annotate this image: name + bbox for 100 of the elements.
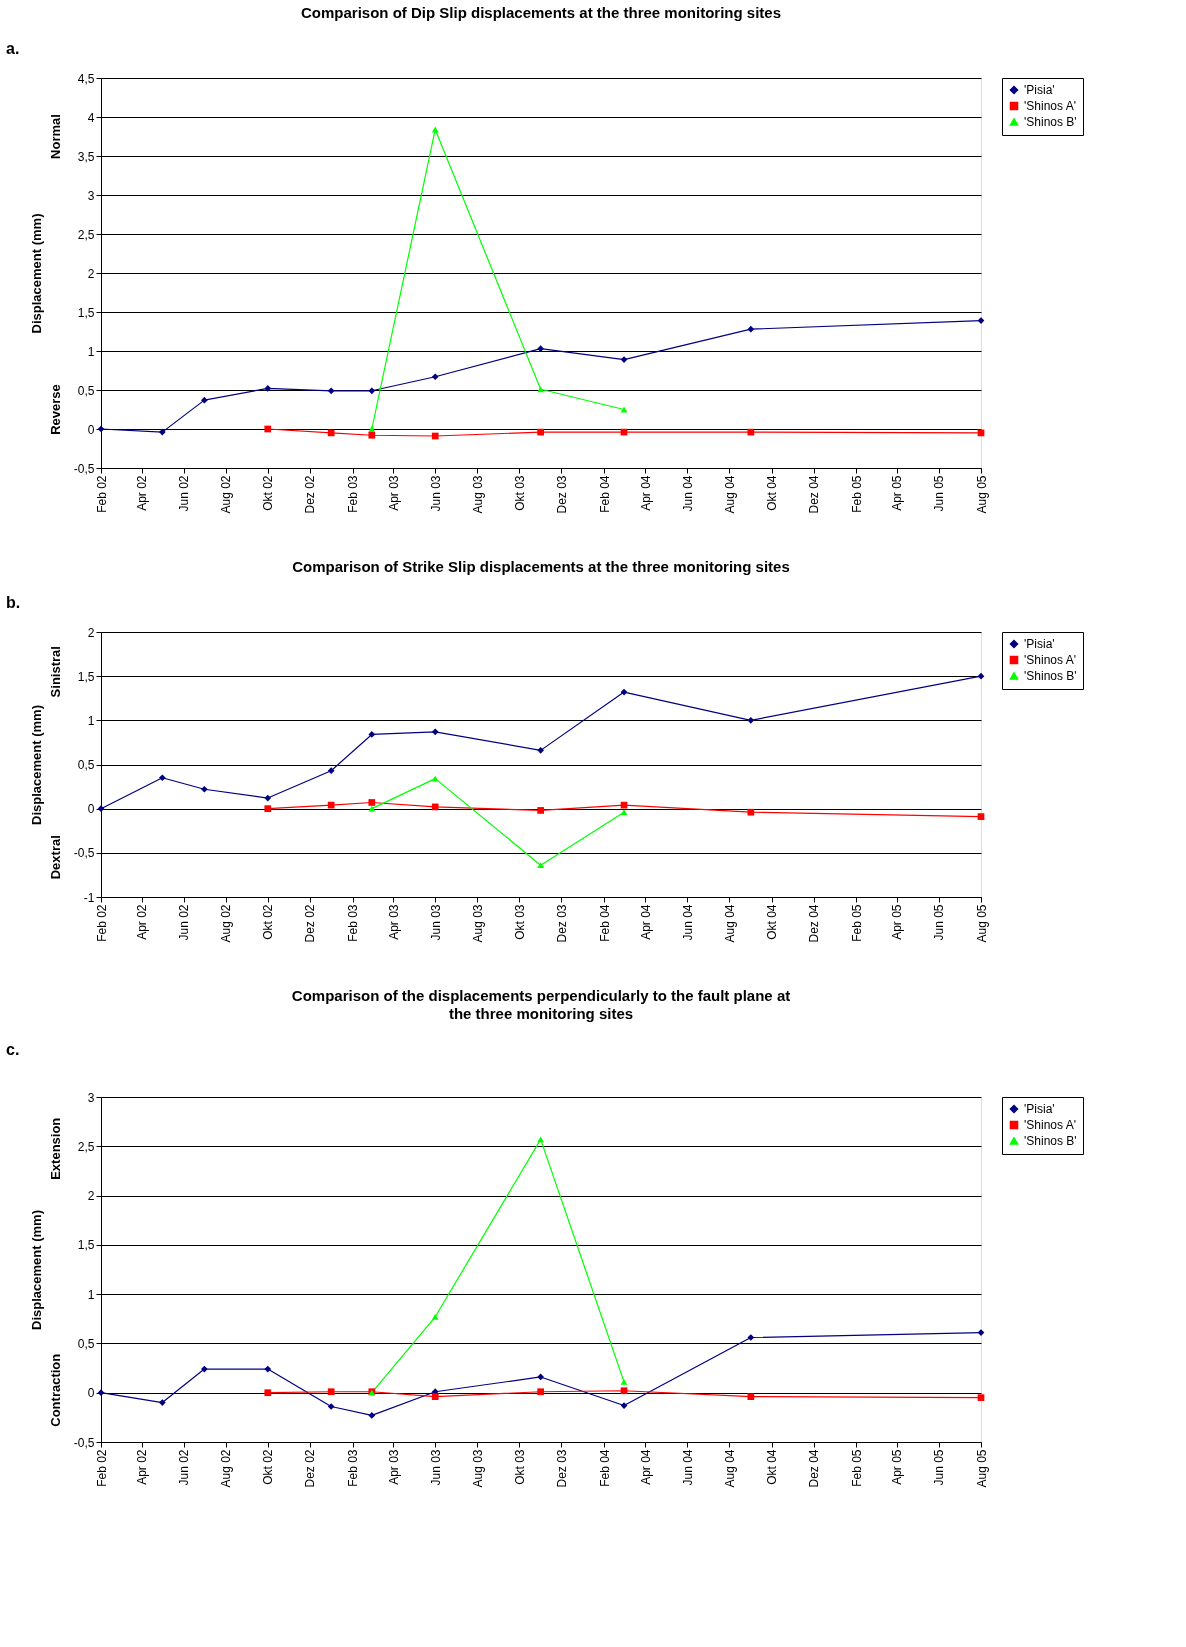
- point: [368, 805, 376, 812]
- x-tick-label: Dez 03: [554, 904, 569, 943]
- point: [368, 387, 376, 395]
- text: Dextral: [48, 835, 63, 880]
- y-tick-label: 0,5: [77, 758, 95, 772]
- point: [431, 432, 439, 440]
- legend-label: 'Shinos A': [1024, 1118, 1076, 1132]
- point: [158, 774, 166, 782]
- point: [431, 775, 439, 782]
- point: [201, 396, 208, 404]
- x-tick-label: Okt 03: [512, 475, 527, 511]
- x-tick-label: Jun 02: [177, 904, 192, 941]
- text: Contraction: [48, 1353, 63, 1427]
- point: [747, 1393, 755, 1401]
- y-tick-label: 1,5: [77, 1238, 95, 1253]
- point: [264, 385, 272, 392]
- x-tick-label: Feb 03: [346, 475, 361, 513]
- x-tick-label: Okt 04: [765, 1449, 780, 1485]
- y-tick-label: -0,5: [73, 1435, 95, 1450]
- point: [327, 767, 335, 775]
- y-tick-label: 2: [87, 266, 95, 281]
- x-tick-label: Dez 04: [807, 475, 822, 514]
- x-tick-label: Apr 04: [638, 904, 653, 940]
- x-tick-label: Aug 05: [974, 1449, 989, 1488]
- x-tick-label: Apr 04: [638, 1449, 653, 1485]
- y-axis-title: Displacement (mm): [28, 213, 44, 334]
- point: [327, 1403, 335, 1410]
- y-tick-label: 1,5: [77, 305, 95, 320]
- x-tick-label: Apr 05: [890, 904, 905, 940]
- legend-label: 'Shinos A': [1024, 99, 1076, 113]
- point: [264, 794, 272, 802]
- x-tick-label: Okt 04: [765, 904, 780, 940]
- y-tick-label: 1,5: [77, 669, 95, 684]
- point: [327, 1388, 335, 1396]
- y-tick-label: 2: [87, 1189, 95, 1204]
- point: [201, 785, 208, 793]
- y-tick-label: -1: [83, 890, 95, 905]
- legend-label: 'Pisia': [1024, 637, 1055, 651]
- legend-label: 'Shinos A': [1024, 653, 1076, 667]
- x-tick-label: Dez 04: [807, 904, 822, 943]
- x-tick-label: Apr 03: [386, 475, 401, 511]
- x-tick-label: Aug 04: [722, 904, 737, 943]
- point: [977, 672, 985, 680]
- y-tick-label: 1: [87, 1287, 95, 1302]
- x-tick-label: Jun 03: [428, 475, 443, 512]
- x-tick-label: Feb 04: [597, 904, 612, 942]
- chart-title: Comparison of Dip Slip displacements at the three monitoring sites: [300, 4, 782, 21]
- x-tick-label: Apr 03: [386, 1449, 401, 1485]
- x-tick-label: Jun 04: [680, 475, 695, 512]
- x-tick-label: Jun 03: [428, 1449, 443, 1486]
- y-tick-label: 0,5: [77, 1336, 95, 1351]
- chart-title: Comparison of the displacements perpendicularly to the fault plane at the three monitoring sites: [291, 987, 791, 1022]
- point: [620, 688, 628, 696]
- point: [201, 1365, 208, 1373]
- x-tick-label: Feb 05: [849, 1449, 864, 1487]
- y-tick-label: 0: [87, 1386, 95, 1401]
- legend-label: 'Shinos B': [1024, 115, 1077, 129]
- y-tick-label: 2: [87, 625, 95, 640]
- point: [747, 716, 755, 724]
- y-tick-label: 3: [87, 188, 95, 203]
- x-tick-label: Aug 05: [974, 904, 989, 943]
- x-tick-label: Jun 04: [680, 1449, 695, 1486]
- point: [327, 387, 335, 395]
- point: [264, 805, 272, 813]
- point: [537, 862, 545, 869]
- point: [431, 1313, 439, 1320]
- point: [431, 373, 439, 381]
- point: [431, 803, 439, 811]
- x-tick-label: Feb 04: [597, 1449, 612, 1487]
- x-tick-label: Feb 03: [346, 904, 361, 942]
- x-tick-label: Okt 02: [261, 904, 276, 940]
- point: [537, 428, 545, 436]
- point: [431, 1393, 439, 1401]
- point: [537, 807, 545, 814]
- text: a.: [6, 40, 20, 57]
- x-tick-label: Feb 02: [94, 904, 109, 942]
- x-tick-label: Okt 04: [765, 475, 780, 511]
- y-axis-title: Displacement (mm): [28, 1210, 44, 1330]
- point: [620, 809, 628, 816]
- y-tick-label: 4: [87, 110, 95, 125]
- legend-label: 'Shinos B': [1024, 1134, 1077, 1148]
- point: [747, 325, 755, 333]
- point: [537, 1373, 545, 1381]
- x-tick-label: Apr 03: [386, 904, 401, 940]
- y-axis-title: Displacement (mm): [28, 705, 44, 825]
- x-tick-label: Apr 02: [135, 475, 150, 511]
- y-tick-label: -0,5: [73, 846, 95, 861]
- x-tick-label: Jun 03: [428, 904, 443, 941]
- point: [537, 1388, 545, 1396]
- x-tick-label: Okt 02: [261, 1449, 276, 1485]
- x-tick-label: Apr 02: [135, 1449, 150, 1485]
- x-tick-label: Dez 03: [554, 475, 569, 514]
- legend-label: 'Pisia': [1024, 83, 1055, 97]
- x-tick-label: Jun 05: [932, 1449, 947, 1486]
- y-tick-label: 1: [87, 344, 95, 359]
- x-tick-label: Aug 03: [470, 904, 485, 943]
- x-tick-label: Jun 05: [932, 475, 947, 512]
- y-tick-label: 0,5: [77, 383, 95, 398]
- point: [431, 728, 439, 736]
- x-tick-label: Feb 04: [597, 475, 612, 513]
